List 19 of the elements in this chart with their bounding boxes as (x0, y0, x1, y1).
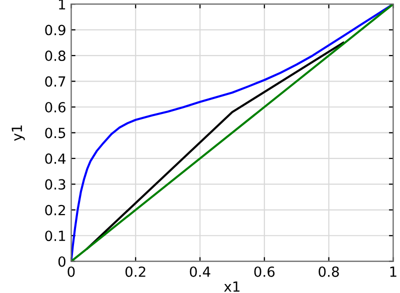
y-tick-label: 0.6 (45, 102, 66, 112)
line-series (71, 4, 394, 262)
x-axis-title: x1 (224, 281, 240, 292)
x-tick-label: 0.8 (318, 266, 339, 277)
x-tick-label: 1 (390, 266, 396, 277)
y-tick-label: 0.4 (45, 153, 66, 164)
x-tick-label: 0.2 (125, 266, 146, 277)
y-tick-label: 0.1 (45, 230, 66, 242)
x-tick-label: 0.6 (254, 266, 275, 277)
y-axis-title: y1 (12, 125, 25, 141)
y-tick-label: 0.3 (45, 179, 66, 190)
y-tick-label: 0 (58, 256, 66, 267)
y-tick-label: 0.7 (45, 76, 66, 87)
y-tick-label: 0.2 (45, 204, 65, 216)
y-tick-label: 0.5 (45, 128, 66, 138)
y-tick-label: 0.9 (45, 24, 66, 36)
y-tick-label: 0.8 (45, 50, 66, 62)
x-tick-label: 0 (68, 266, 75, 277)
x-tick-label: 0.4 (190, 266, 210, 277)
